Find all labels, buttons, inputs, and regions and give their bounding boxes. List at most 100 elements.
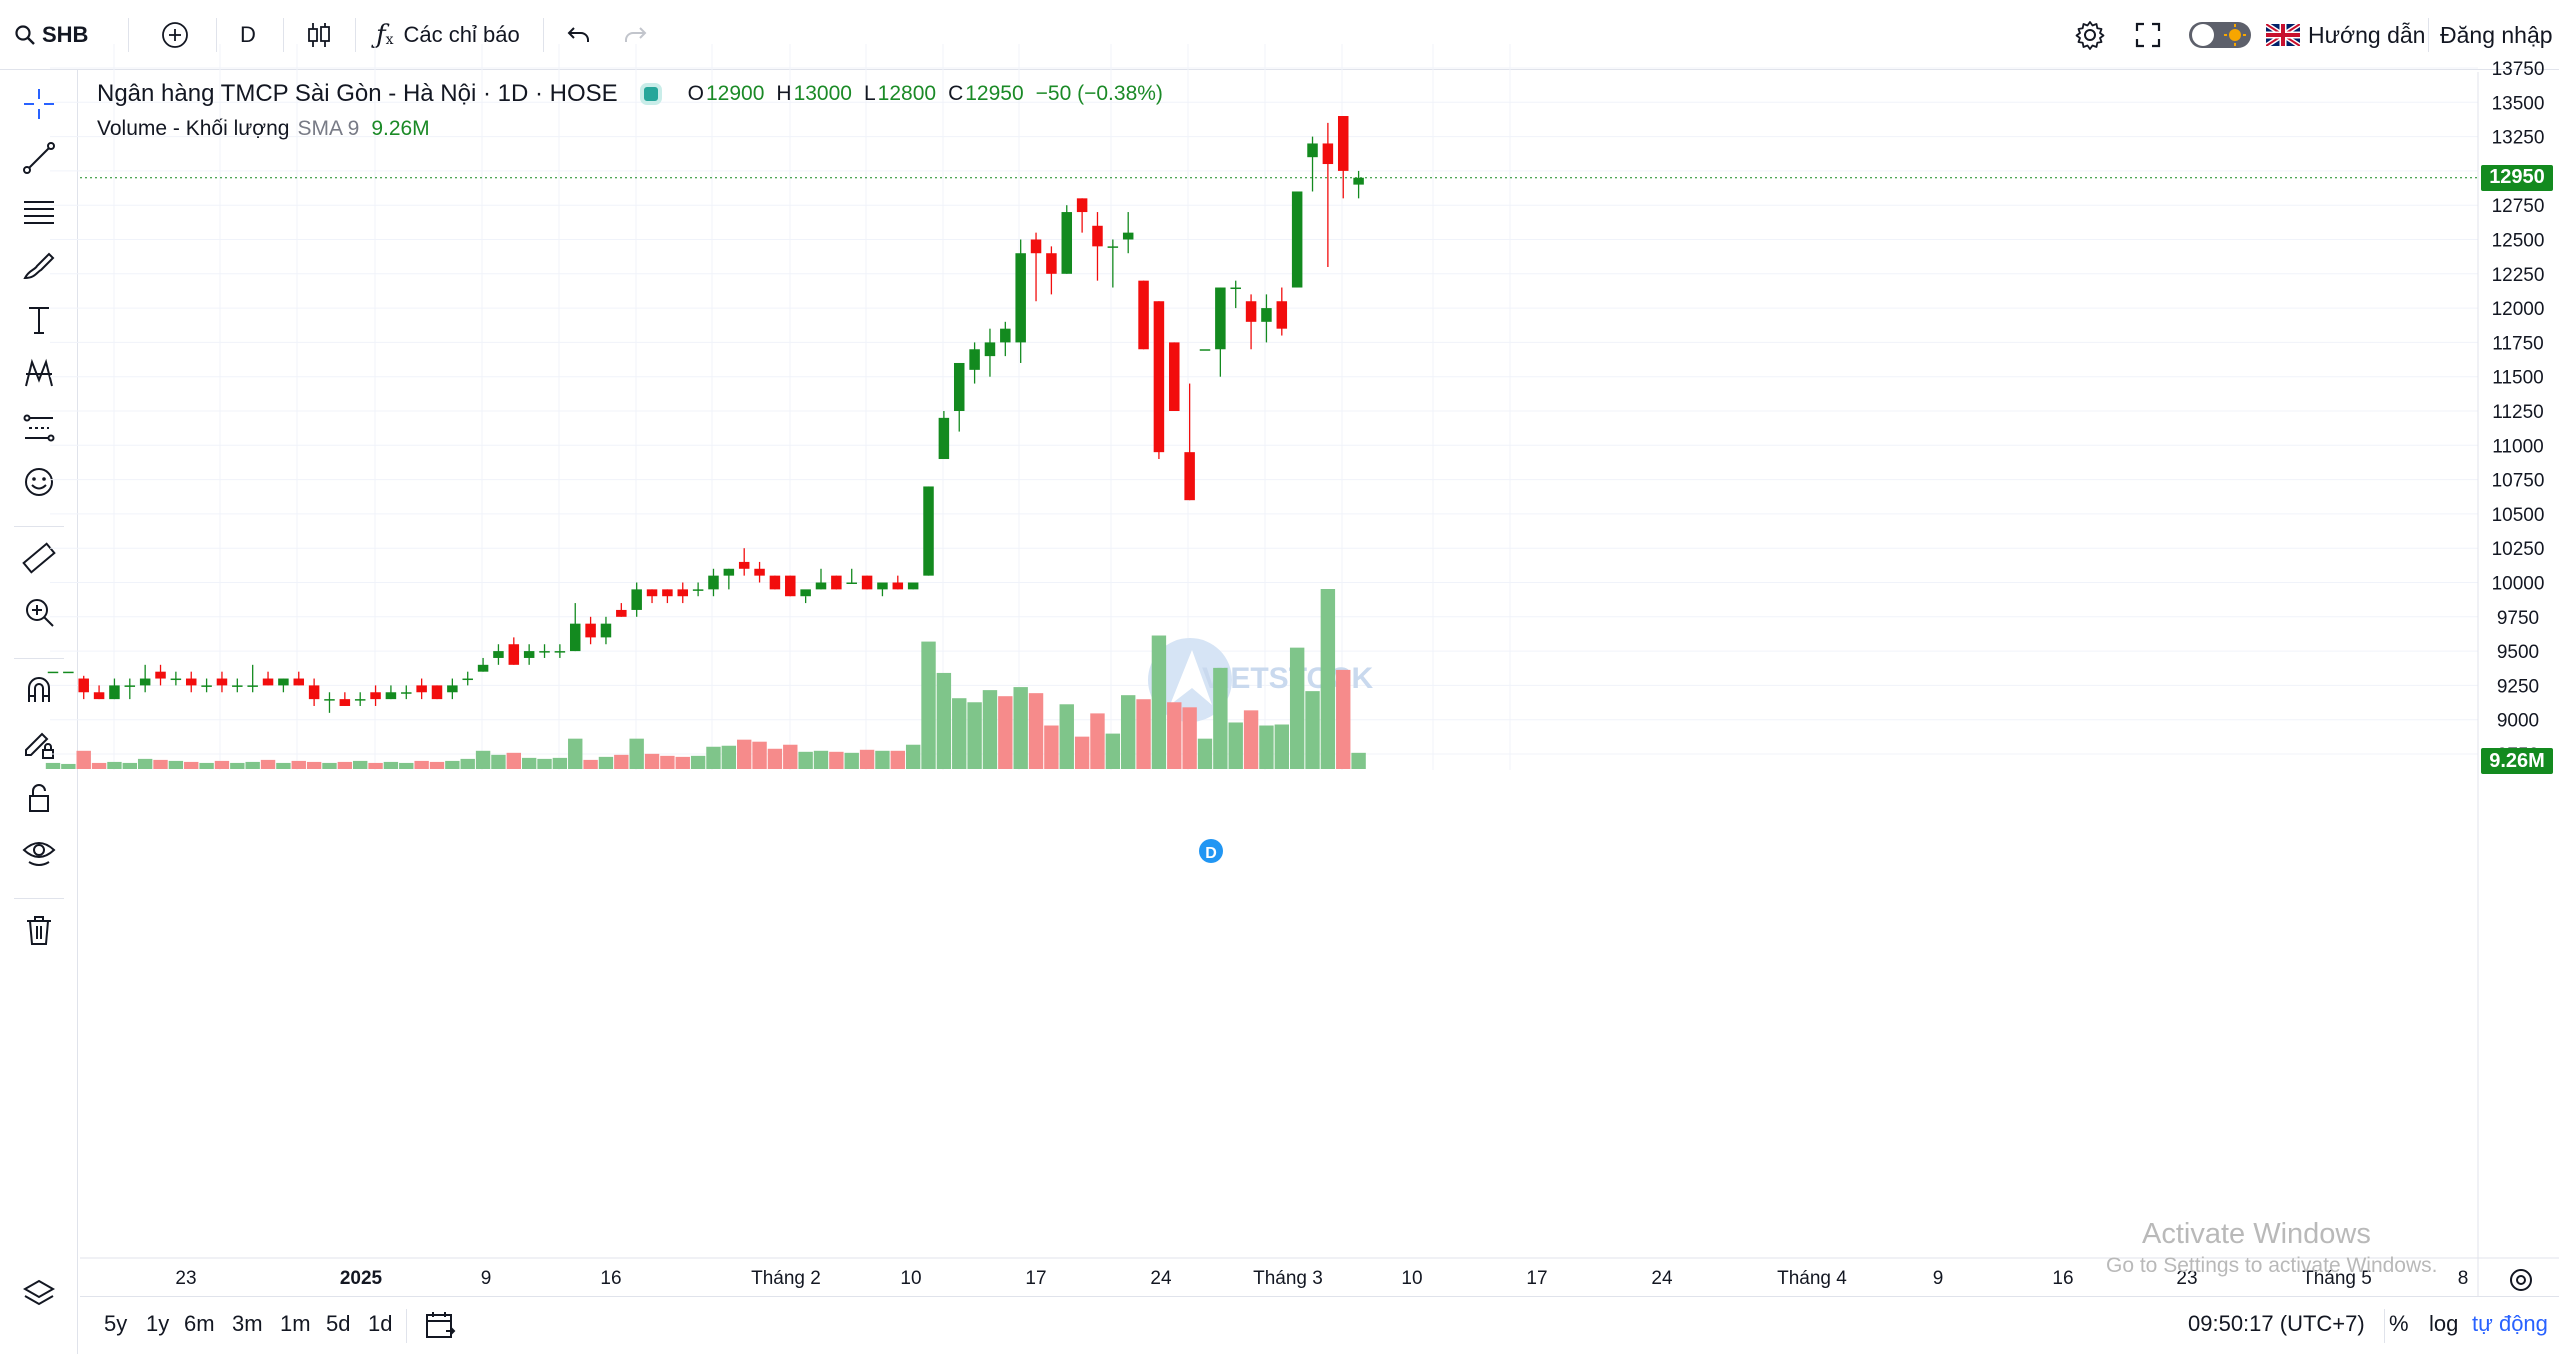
- candle[interactable]: [600, 616, 612, 645]
- dividend-event-marker[interactable]: D: [1199, 839, 1223, 863]
- candle[interactable]: [831, 575, 842, 590]
- candle[interactable]: [324, 692, 335, 713]
- candle[interactable]: [846, 568, 857, 584]
- candle[interactable]: [1199, 349, 1211, 351]
- range-1d[interactable]: 1d: [368, 1311, 393, 1336]
- candle[interactable]: [477, 657, 489, 672]
- compare-symbol-button[interactable]: [160, 0, 190, 70]
- candle[interactable]: [861, 575, 873, 590]
- candle[interactable]: [1169, 342, 1180, 411]
- range-5d[interactable]: 5d: [326, 1311, 351, 1336]
- candle[interactable]: [308, 678, 320, 706]
- candle[interactable]: [785, 575, 796, 597]
- candle[interactable]: [493, 644, 504, 665]
- candle[interactable]: [1061, 205, 1073, 274]
- prediction-tool[interactable]: [17, 408, 61, 452]
- range-1m[interactable]: 1m: [280, 1311, 311, 1336]
- candle[interactable]: [262, 671, 274, 686]
- candle[interactable]: [953, 362, 965, 432]
- candle[interactable]: [278, 678, 289, 693]
- trend-line-tool[interactable]: [17, 138, 61, 182]
- candle[interactable]: [631, 582, 642, 617]
- text-tool[interactable]: [17, 300, 61, 344]
- candle[interactable]: [462, 671, 473, 686]
- candle[interactable]: [523, 644, 535, 665]
- candle[interactable]: [677, 582, 689, 604]
- candle[interactable]: [938, 411, 950, 460]
- candle[interactable]: [815, 568, 827, 590]
- candle[interactable]: [293, 671, 305, 686]
- range-5y[interactable]: 5y: [104, 1311, 128, 1336]
- guide-link[interactable]: Hướng dẫn: [2266, 0, 2425, 70]
- hide-drawings-tool[interactable]: [17, 832, 61, 876]
- redo-button[interactable]: [622, 0, 648, 70]
- price-axis[interactable]: 13750 13500 13250 12750 12500 12250 12000 11750…: [2492, 59, 2545, 766]
- candle[interactable]: [754, 561, 765, 583]
- axis-settings-button[interactable]: [2506, 1265, 2536, 1300]
- pattern-tool[interactable]: [17, 354, 61, 398]
- candle[interactable]: [416, 678, 427, 700]
- candle[interactable]: [155, 664, 166, 686]
- candle[interactable]: [616, 603, 627, 617]
- candle[interactable]: [984, 328, 996, 377]
- crosshair-tool[interactable]: [17, 84, 61, 128]
- fib-tool[interactable]: [17, 192, 61, 236]
- candle[interactable]: [216, 671, 228, 693]
- candle[interactable]: [1353, 170, 1364, 199]
- candle[interactable]: [539, 644, 550, 658]
- candle[interactable]: [892, 575, 904, 590]
- candle[interactable]: [78, 675, 89, 700]
- candle[interactable]: [1000, 321, 1011, 357]
- candle[interactable]: [969, 342, 980, 384]
- candle[interactable]: [170, 671, 182, 686]
- candle[interactable]: [1245, 294, 1257, 350]
- settings-button[interactable]: [2074, 0, 2106, 70]
- theme-toggle[interactable]: [2188, 0, 2252, 70]
- candle[interactable]: [109, 678, 120, 700]
- object-tree-button[interactable]: [17, 1274, 61, 1318]
- candle[interactable]: [692, 582, 704, 597]
- candle[interactable]: [646, 589, 658, 604]
- candle[interactable]: [1107, 239, 1119, 288]
- candle[interactable]: [1230, 280, 1241, 309]
- undo-button[interactable]: [566, 0, 592, 70]
- candle[interactable]: [1337, 116, 1349, 199]
- candle[interactable]: [1215, 287, 1226, 377]
- candle[interactable]: [662, 589, 673, 604]
- interval-button[interactable]: D: [240, 0, 256, 70]
- candle[interactable]: [354, 692, 366, 706]
- candle[interactable]: [554, 644, 566, 658]
- candle[interactable]: [1184, 383, 1195, 501]
- candle[interactable]: [738, 548, 750, 576]
- candle[interactable]: [723, 568, 735, 590]
- candle[interactable]: [247, 664, 258, 693]
- brush-tool[interactable]: [17, 246, 61, 290]
- candle[interactable]: [569, 603, 581, 652]
- candle[interactable]: [185, 671, 197, 693]
- candle[interactable]: [1291, 191, 1303, 288]
- candle[interactable]: [63, 671, 74, 674]
- percent-scale-toggle[interactable]: %: [2389, 1311, 2409, 1336]
- candle[interactable]: [431, 685, 443, 700]
- candle[interactable]: [1015, 239, 1026, 363]
- candle[interactable]: [877, 582, 888, 597]
- candle[interactable]: [1276, 287, 1288, 336]
- candle[interactable]: [401, 685, 412, 700]
- range-1y[interactable]: 1y: [146, 1311, 170, 1336]
- candle[interactable]: [447, 678, 458, 700]
- zoom-tool[interactable]: [17, 592, 61, 636]
- candle[interactable]: [800, 589, 811, 604]
- candle[interactable]: [201, 678, 212, 693]
- goto-date-button[interactable]: [424, 1309, 456, 1346]
- range-3m[interactable]: 3m: [232, 1311, 263, 1336]
- candle[interactable]: [708, 568, 719, 597]
- candle[interactable]: [47, 671, 59, 674]
- lock-all-tool[interactable]: [17, 778, 61, 822]
- candle[interactable]: [1046, 246, 1057, 295]
- candle[interactable]: [1030, 232, 1042, 302]
- candle[interactable]: [232, 678, 243, 693]
- fullscreen-button[interactable]: [2134, 0, 2162, 70]
- login-button[interactable]: Đăng nhập: [2440, 0, 2553, 70]
- emoji-tool[interactable]: [17, 462, 61, 506]
- symbol-search[interactable]: SHB: [14, 0, 88, 70]
